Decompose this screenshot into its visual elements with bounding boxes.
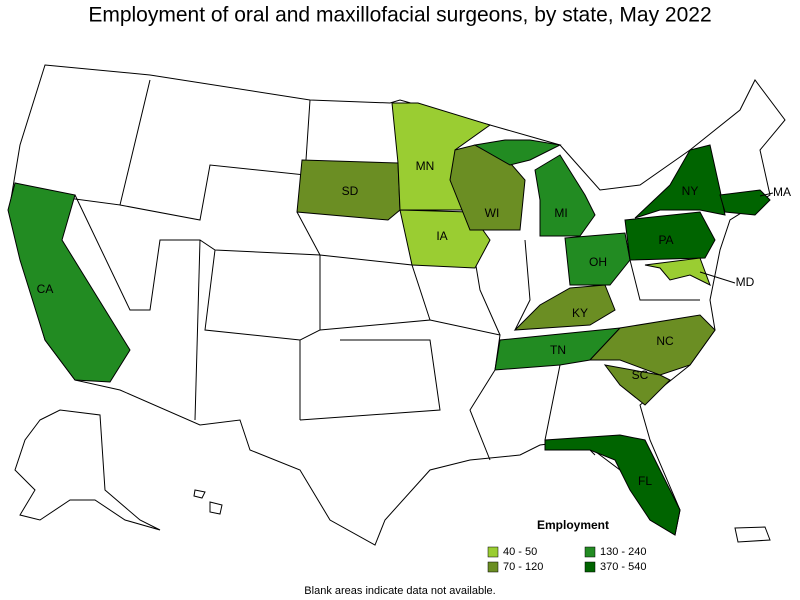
state-label: SD xyxy=(342,184,359,198)
state-label: IA xyxy=(436,229,447,243)
map-title: Employment of oral and maxillofacial sur… xyxy=(88,4,711,27)
state-label: MI xyxy=(554,206,567,220)
legend-label: 40 - 50 xyxy=(503,546,537,558)
state-label: SC xyxy=(632,368,649,382)
hawaii xyxy=(209,501,223,515)
puerto-rico xyxy=(734,526,771,543)
note: Blank areas indicate data not available. xyxy=(304,585,495,597)
legend-label: 370 - 540 xyxy=(600,561,646,573)
leader-line xyxy=(759,192,774,197)
state xyxy=(644,257,711,287)
legend-title: Employment xyxy=(537,518,609,532)
legend-label: 130 - 240 xyxy=(600,546,646,558)
state-label: MN xyxy=(416,159,435,173)
state-label: PA xyxy=(658,233,673,247)
state xyxy=(513,284,616,331)
legend-swatch xyxy=(487,561,499,573)
state xyxy=(473,139,562,166)
state-label: OH xyxy=(589,255,607,269)
alaska xyxy=(14,409,161,531)
legend-swatch xyxy=(487,546,499,558)
state-label: KY xyxy=(572,306,588,320)
state-label: MD xyxy=(736,275,755,289)
legend-swatch xyxy=(584,561,596,573)
state xyxy=(296,159,401,221)
hawaii xyxy=(193,489,206,499)
state xyxy=(588,314,716,376)
state-label: NY xyxy=(682,184,699,198)
state-label: NC xyxy=(656,334,674,348)
leader-line xyxy=(699,271,736,284)
state-label: MA xyxy=(773,185,791,199)
state xyxy=(603,364,671,406)
state xyxy=(7,182,131,383)
legend-label: 70 - 120 xyxy=(503,561,543,573)
state xyxy=(544,434,681,536)
state xyxy=(719,189,771,216)
legend-swatch xyxy=(584,546,596,558)
state-label: TN xyxy=(550,343,566,357)
state-label: WI xyxy=(485,206,500,220)
state-label: CA xyxy=(37,282,54,296)
state xyxy=(564,232,631,286)
state xyxy=(634,144,726,219)
state xyxy=(534,154,596,237)
state-label: FL xyxy=(638,474,652,488)
state xyxy=(624,211,716,261)
